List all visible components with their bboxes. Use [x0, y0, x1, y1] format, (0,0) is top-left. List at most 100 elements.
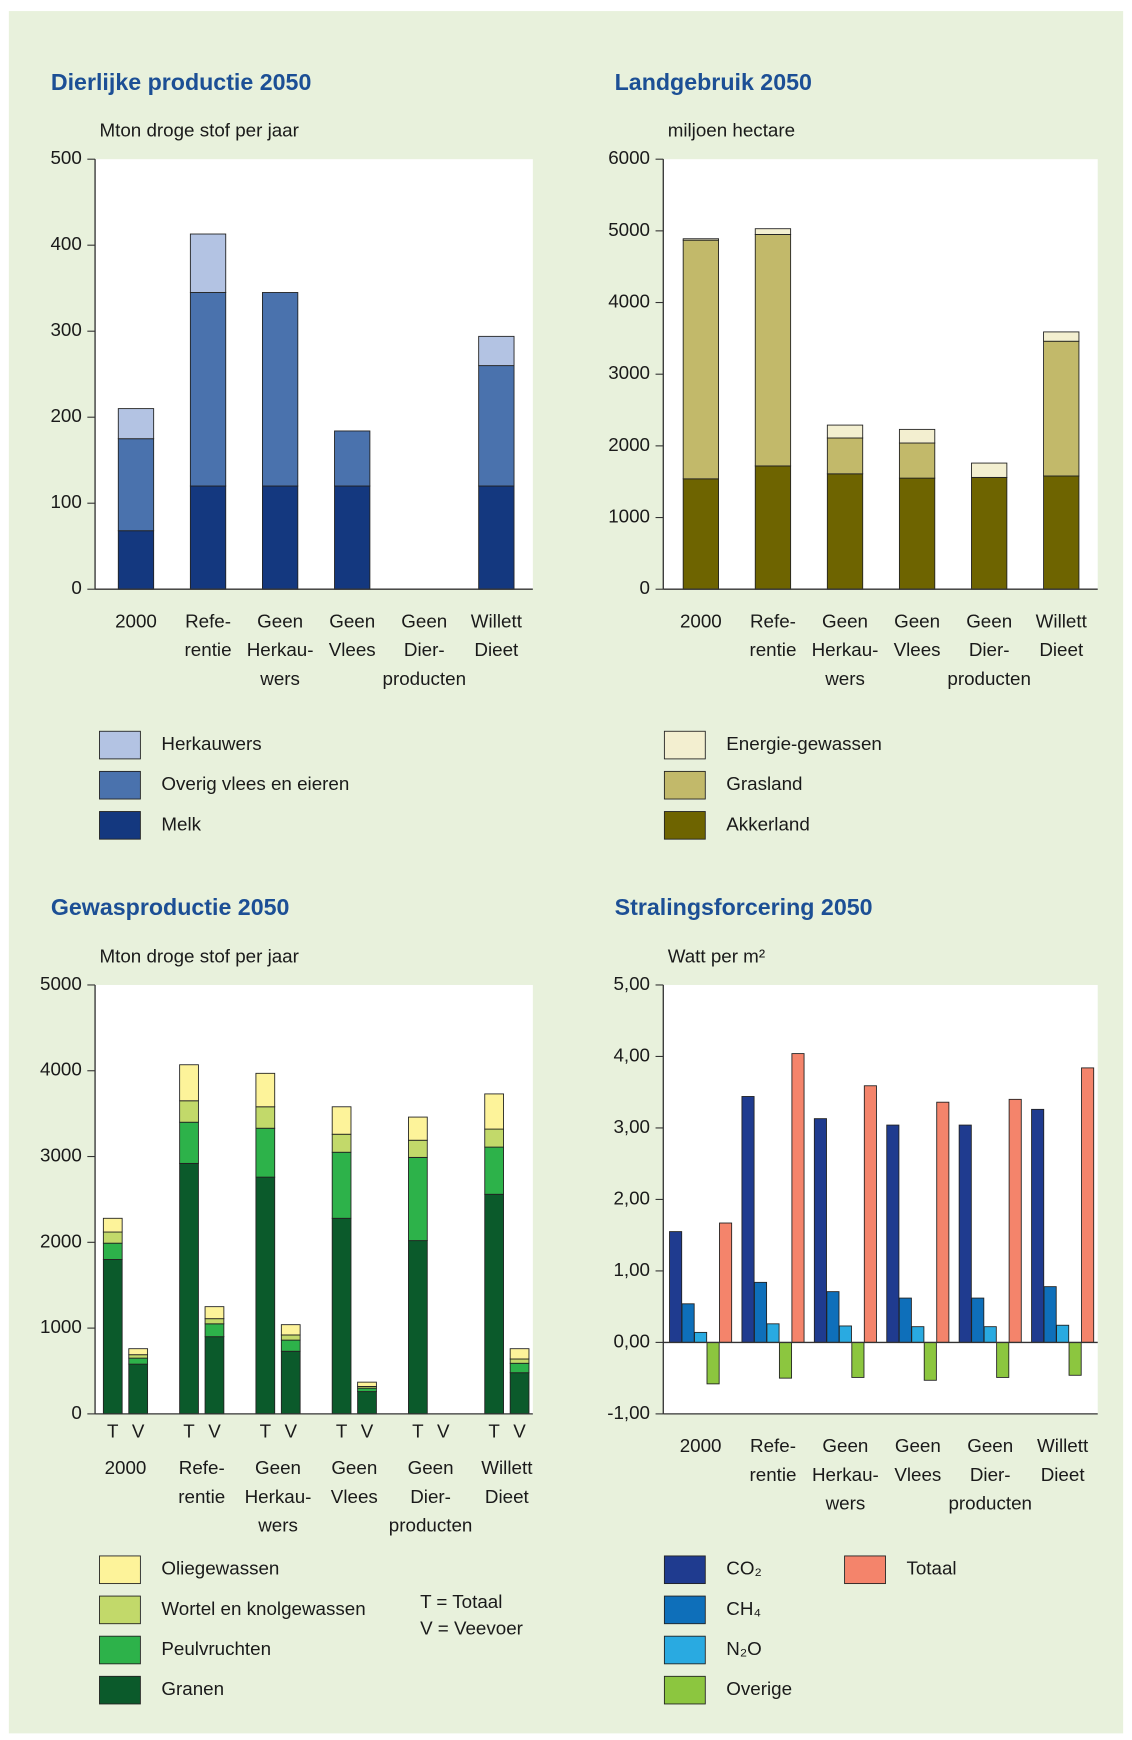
y-tick-label: 3000 [40, 1145, 82, 1166]
x-tick-label: Refe-rentie [750, 1435, 797, 1485]
y-tick-label: 5000 [40, 973, 82, 994]
bar [204, 1318, 225, 1325]
x-tick-label: Willett Dieet [481, 1457, 533, 1507]
bar [706, 1341, 720, 1385]
y-tick-label: 5,00 [613, 973, 650, 994]
bar [331, 1217, 352, 1415]
axis-label: Mton droge stof per jaar [99, 945, 298, 966]
bar [669, 1231, 683, 1343]
x-tick-label: 2000 [115, 610, 157, 631]
y-tick-label: 2000 [40, 1230, 82, 1251]
bar [280, 1324, 301, 1336]
chart-title: Gewasproductie 2050 [51, 894, 290, 920]
legend-swatch [99, 730, 141, 760]
bar [102, 1231, 123, 1244]
bar [826, 473, 864, 590]
bar [863, 1085, 877, 1343]
bar [280, 1339, 301, 1352]
legend-swatch [99, 1635, 141, 1665]
bar [898, 428, 936, 444]
bar [261, 485, 299, 590]
sub-label: T [336, 1421, 348, 1442]
sub-label: T [107, 1421, 119, 1442]
bar [958, 1124, 972, 1343]
bar [1043, 1286, 1057, 1343]
legend-swatch [99, 1595, 141, 1625]
bar [204, 1336, 225, 1415]
plot-area [95, 159, 533, 590]
bar [357, 1387, 377, 1393]
legend-label: N₂O [726, 1638, 761, 1659]
x-tick-label: Refe-rentie [178, 1457, 225, 1507]
y-tick-label: 6000 [608, 147, 650, 168]
legend-label: Peulvruchten [161, 1638, 271, 1659]
chart-title: Landgebruik 2050 [615, 69, 812, 95]
bar [681, 1303, 695, 1343]
bar [1008, 1098, 1022, 1343]
bar [280, 1350, 301, 1415]
bar [898, 477, 936, 590]
bar [117, 438, 155, 532]
plot-area [663, 159, 1098, 590]
bar [911, 1326, 925, 1343]
legend-swatch [663, 770, 706, 800]
sub-label: V [284, 1421, 297, 1442]
x-tick-label: Geen Dier-producten [383, 610, 467, 688]
bar [484, 1146, 504, 1195]
legend-label: Wortel en knolgewassen [161, 1598, 365, 1619]
y-tick-label: 400 [50, 233, 81, 254]
bar [102, 1242, 123, 1260]
bar [408, 1240, 428, 1415]
note: T = Totaal [420, 1591, 502, 1612]
x-tick-label: Willett Dieet [471, 610, 523, 660]
legend-label: CO₂ [726, 1558, 761, 1579]
legend-swatch [99, 1675, 141, 1705]
bar [996, 1341, 1010, 1378]
sub-label: T [183, 1421, 195, 1442]
bar [484, 1193, 504, 1415]
sub-label: T [412, 1421, 424, 1442]
bar [117, 408, 155, 440]
bar [255, 1072, 276, 1108]
y-tick-label: 0 [71, 1402, 81, 1423]
axis-label: Watt per m² [668, 945, 765, 966]
bar [189, 292, 227, 487]
bar [1031, 1108, 1045, 1343]
bar [719, 1222, 733, 1343]
x-tick-label: 2000 [680, 610, 722, 631]
bar [484, 1128, 504, 1148]
sub-label: V [361, 1421, 374, 1442]
sub-label: T [260, 1421, 272, 1442]
bar [1043, 475, 1080, 590]
bar [334, 485, 371, 590]
bar [509, 1358, 530, 1364]
bar [509, 1362, 530, 1374]
y-tick-label: 300 [50, 319, 81, 340]
bar [189, 233, 227, 293]
bar [983, 1326, 997, 1343]
legend-label: Overige [726, 1678, 792, 1699]
sub-label: T [488, 1421, 500, 1442]
bar [128, 1348, 149, 1356]
legend-swatch [99, 770, 141, 800]
x-tick-label: Geen Herkau-wers [247, 610, 314, 688]
bar [791, 1053, 805, 1343]
legend-swatch [663, 811, 706, 840]
chart-title: Stralingsforcering 2050 [615, 894, 873, 920]
bar [478, 365, 515, 487]
bar [851, 1341, 865, 1378]
bar [898, 1297, 912, 1343]
bar [255, 1127, 276, 1178]
y-tick-label: 4000 [608, 290, 650, 311]
bar [826, 437, 864, 475]
x-tick-label: Geen Dier-producten [947, 610, 1031, 688]
bar [971, 476, 1008, 590]
bar [280, 1334, 301, 1341]
chart-title: Dierlijke productie 2050 [51, 69, 312, 95]
legend-swatch [663, 1595, 706, 1625]
x-tick-label: Geen Dier-producten [948, 1435, 1032, 1513]
bar [331, 1151, 352, 1219]
sub-label: V [132, 1421, 145, 1442]
y-tick-label: 500 [50, 147, 81, 168]
y-tick-label: 100 [50, 491, 81, 512]
